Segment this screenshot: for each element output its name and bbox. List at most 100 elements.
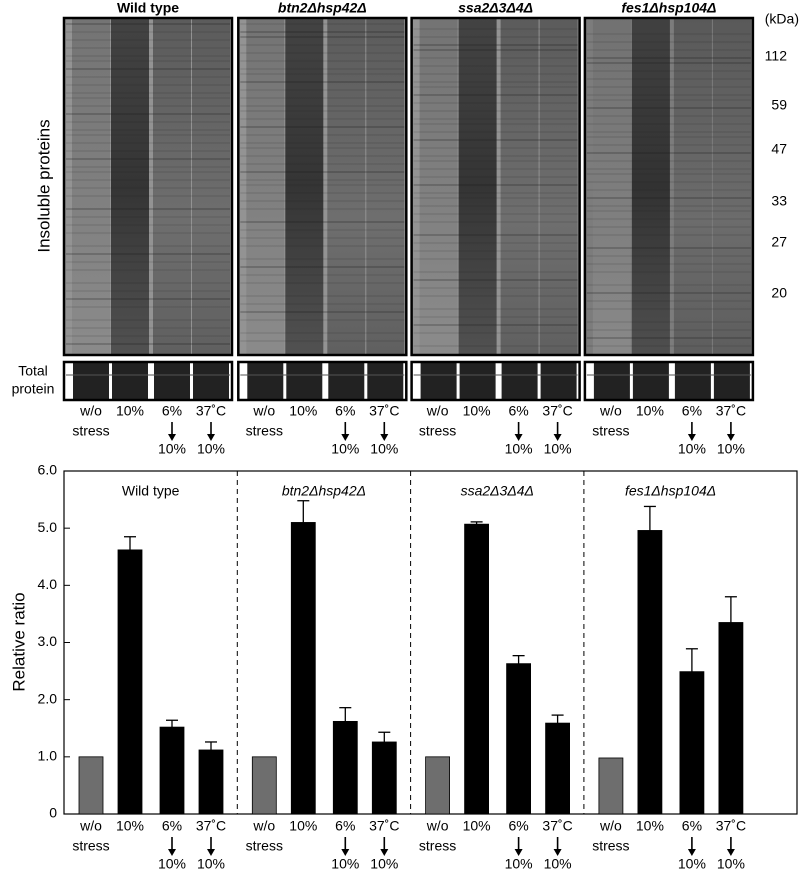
- lane-label: w/o: [599, 818, 622, 834]
- lane-label: stress: [592, 838, 629, 854]
- total-strip: [583, 360, 755, 402]
- total-strip: [410, 360, 581, 402]
- lane-label: 10%: [197, 441, 225, 457]
- total-lane: [420, 362, 457, 400]
- bar: [251, 756, 277, 815]
- gel-lane: [72, 18, 110, 355]
- gel-lane: [153, 18, 191, 355]
- lane-label: 10%: [289, 818, 317, 834]
- kda-marker: 33: [771, 193, 787, 209]
- lane-label: w/o: [79, 403, 102, 419]
- total-lane: [328, 362, 365, 400]
- total-lane: [193, 362, 229, 400]
- gel-lane: [285, 18, 324, 355]
- y-tick-label: 2.0: [38, 690, 58, 706]
- bar: [371, 741, 397, 815]
- gel-lane: [500, 18, 539, 355]
- arrow-head: [341, 434, 350, 441]
- lane-label: 10%: [370, 441, 398, 457]
- y-tick-label: 4.0: [38, 576, 58, 592]
- arrow-head: [341, 849, 350, 856]
- lane-label: 10%: [505, 441, 533, 457]
- arrow-head: [168, 849, 176, 856]
- bar: [117, 549, 143, 815]
- gel-lane: [592, 18, 631, 355]
- gel-lane: [631, 18, 670, 355]
- y-tick-label: 0: [49, 805, 57, 821]
- lane-label: 10%: [505, 856, 533, 871]
- lane-label: w/o: [79, 818, 102, 834]
- strain-label: Wild type: [117, 0, 179, 16]
- lane-label: stress: [419, 838, 456, 854]
- y-tick-label: 3.0: [38, 633, 58, 649]
- gel-lane: [192, 18, 230, 355]
- group-label: Wild type: [122, 483, 180, 499]
- total-lane: [459, 362, 496, 400]
- arrow-head: [514, 849, 523, 856]
- bar: [198, 749, 224, 815]
- lane-label: 6%: [335, 403, 355, 419]
- arrow-head: [726, 849, 735, 856]
- lane-label: 6%: [508, 818, 528, 834]
- total-lane: [154, 362, 190, 400]
- total-lane: [112, 362, 148, 400]
- arrow-head: [726, 434, 735, 441]
- kda-marker: 20: [771, 285, 787, 301]
- bar: [598, 757, 624, 815]
- lane-label: 6%: [335, 818, 355, 834]
- total-lane: [73, 362, 109, 400]
- arrow-head: [207, 849, 215, 856]
- lane-label: 6%: [162, 818, 182, 834]
- y-tick-label: 5.0: [38, 519, 58, 535]
- lane-label: w/o: [426, 818, 449, 834]
- bar: [78, 756, 104, 815]
- bar: [679, 671, 705, 815]
- kda-marker: 112: [765, 48, 788, 64]
- lane-label: 37˚C: [716, 403, 746, 419]
- lane-label: 10%: [116, 818, 144, 834]
- lane-label: 10%: [197, 856, 225, 871]
- lane-label: stress: [72, 423, 109, 439]
- total-lane: [247, 362, 284, 400]
- bar: [545, 722, 570, 815]
- gel-lane: [366, 18, 405, 355]
- lane-label: 37˚C: [542, 818, 572, 834]
- lane-label: 10%: [331, 856, 359, 871]
- total-strip: [237, 360, 408, 402]
- lane-label: 6%: [508, 403, 528, 419]
- lane-label: 10%: [331, 441, 359, 457]
- group-label: btn2Δhsp42Δ: [282, 483, 366, 499]
- lane-label: 10%: [116, 403, 144, 419]
- bar: [332, 720, 358, 815]
- lane-label: 6%: [682, 818, 702, 834]
- lane-label: 37˚C: [196, 403, 226, 419]
- bar: [290, 522, 316, 815]
- bar: [159, 726, 185, 815]
- lane-label: 6%: [682, 403, 702, 419]
- lane-label: 10%: [158, 856, 186, 871]
- arrow-head: [687, 849, 696, 856]
- bar: [718, 622, 744, 815]
- gel-border: [410, 16, 581, 357]
- lane-label: w/o: [252, 818, 275, 834]
- bar: [425, 756, 451, 815]
- lane-label: 6%: [162, 403, 182, 419]
- strain-label: ssa2Δ3Δ4Δ: [458, 0, 533, 16]
- total-label: protein: [12, 381, 55, 397]
- lane-label: 10%: [463, 818, 491, 834]
- gel-border: [583, 16, 755, 357]
- total-lane: [501, 362, 538, 400]
- strain-label: fes1Δhsp104Δ: [621, 0, 716, 16]
- total-lane: [713, 362, 750, 400]
- arrow-head: [514, 434, 523, 441]
- arrow-head: [553, 849, 562, 856]
- total-lane: [632, 362, 669, 400]
- lane-label: 10%: [289, 403, 317, 419]
- gel-lane: [246, 18, 285, 355]
- group-label: fes1Δhsp104Δ: [625, 483, 716, 499]
- gel-lane: [111, 18, 149, 355]
- group-label: ssa2Δ3Δ4Δ: [461, 483, 534, 499]
- arrow-head: [553, 434, 562, 441]
- lane-label: stress: [72, 838, 109, 854]
